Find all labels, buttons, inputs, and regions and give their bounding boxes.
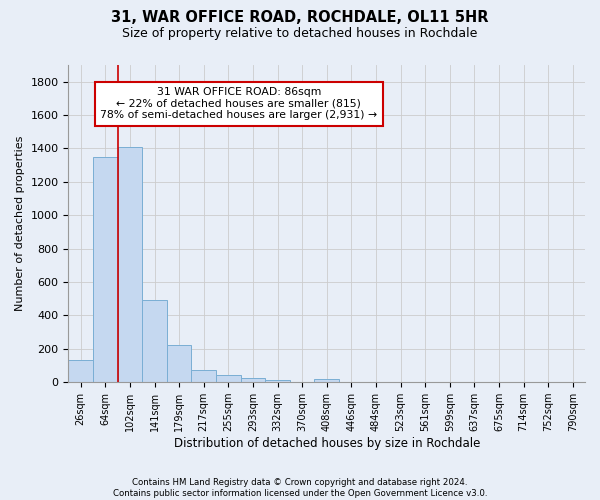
Text: 31 WAR OFFICE ROAD: 86sqm
← 22% of detached houses are smaller (815)
78% of semi: 31 WAR OFFICE ROAD: 86sqm ← 22% of detac… (100, 87, 377, 120)
Bar (191, 370, 216, 382)
Bar (93, 157, 118, 382)
Bar (241, 378, 265, 382)
Y-axis label: Number of detached properties: Number of detached properties (15, 136, 25, 312)
Text: 31, WAR OFFICE ROAD, ROCHDALE, OL11 5HR: 31, WAR OFFICE ROAD, ROCHDALE, OL11 5HR (111, 10, 489, 25)
Bar (216, 375, 241, 382)
Bar (167, 344, 191, 382)
X-axis label: Distribution of detached houses by size in Rochdale: Distribution of detached houses by size … (173, 437, 480, 450)
Bar (68, 360, 93, 382)
Bar (265, 380, 290, 382)
Text: Size of property relative to detached houses in Rochdale: Size of property relative to detached ho… (122, 28, 478, 40)
Text: Contains HM Land Registry data © Crown copyright and database right 2024.
Contai: Contains HM Land Registry data © Crown c… (113, 478, 487, 498)
Bar (314, 379, 339, 382)
Bar (118, 147, 142, 382)
Bar (142, 300, 167, 382)
